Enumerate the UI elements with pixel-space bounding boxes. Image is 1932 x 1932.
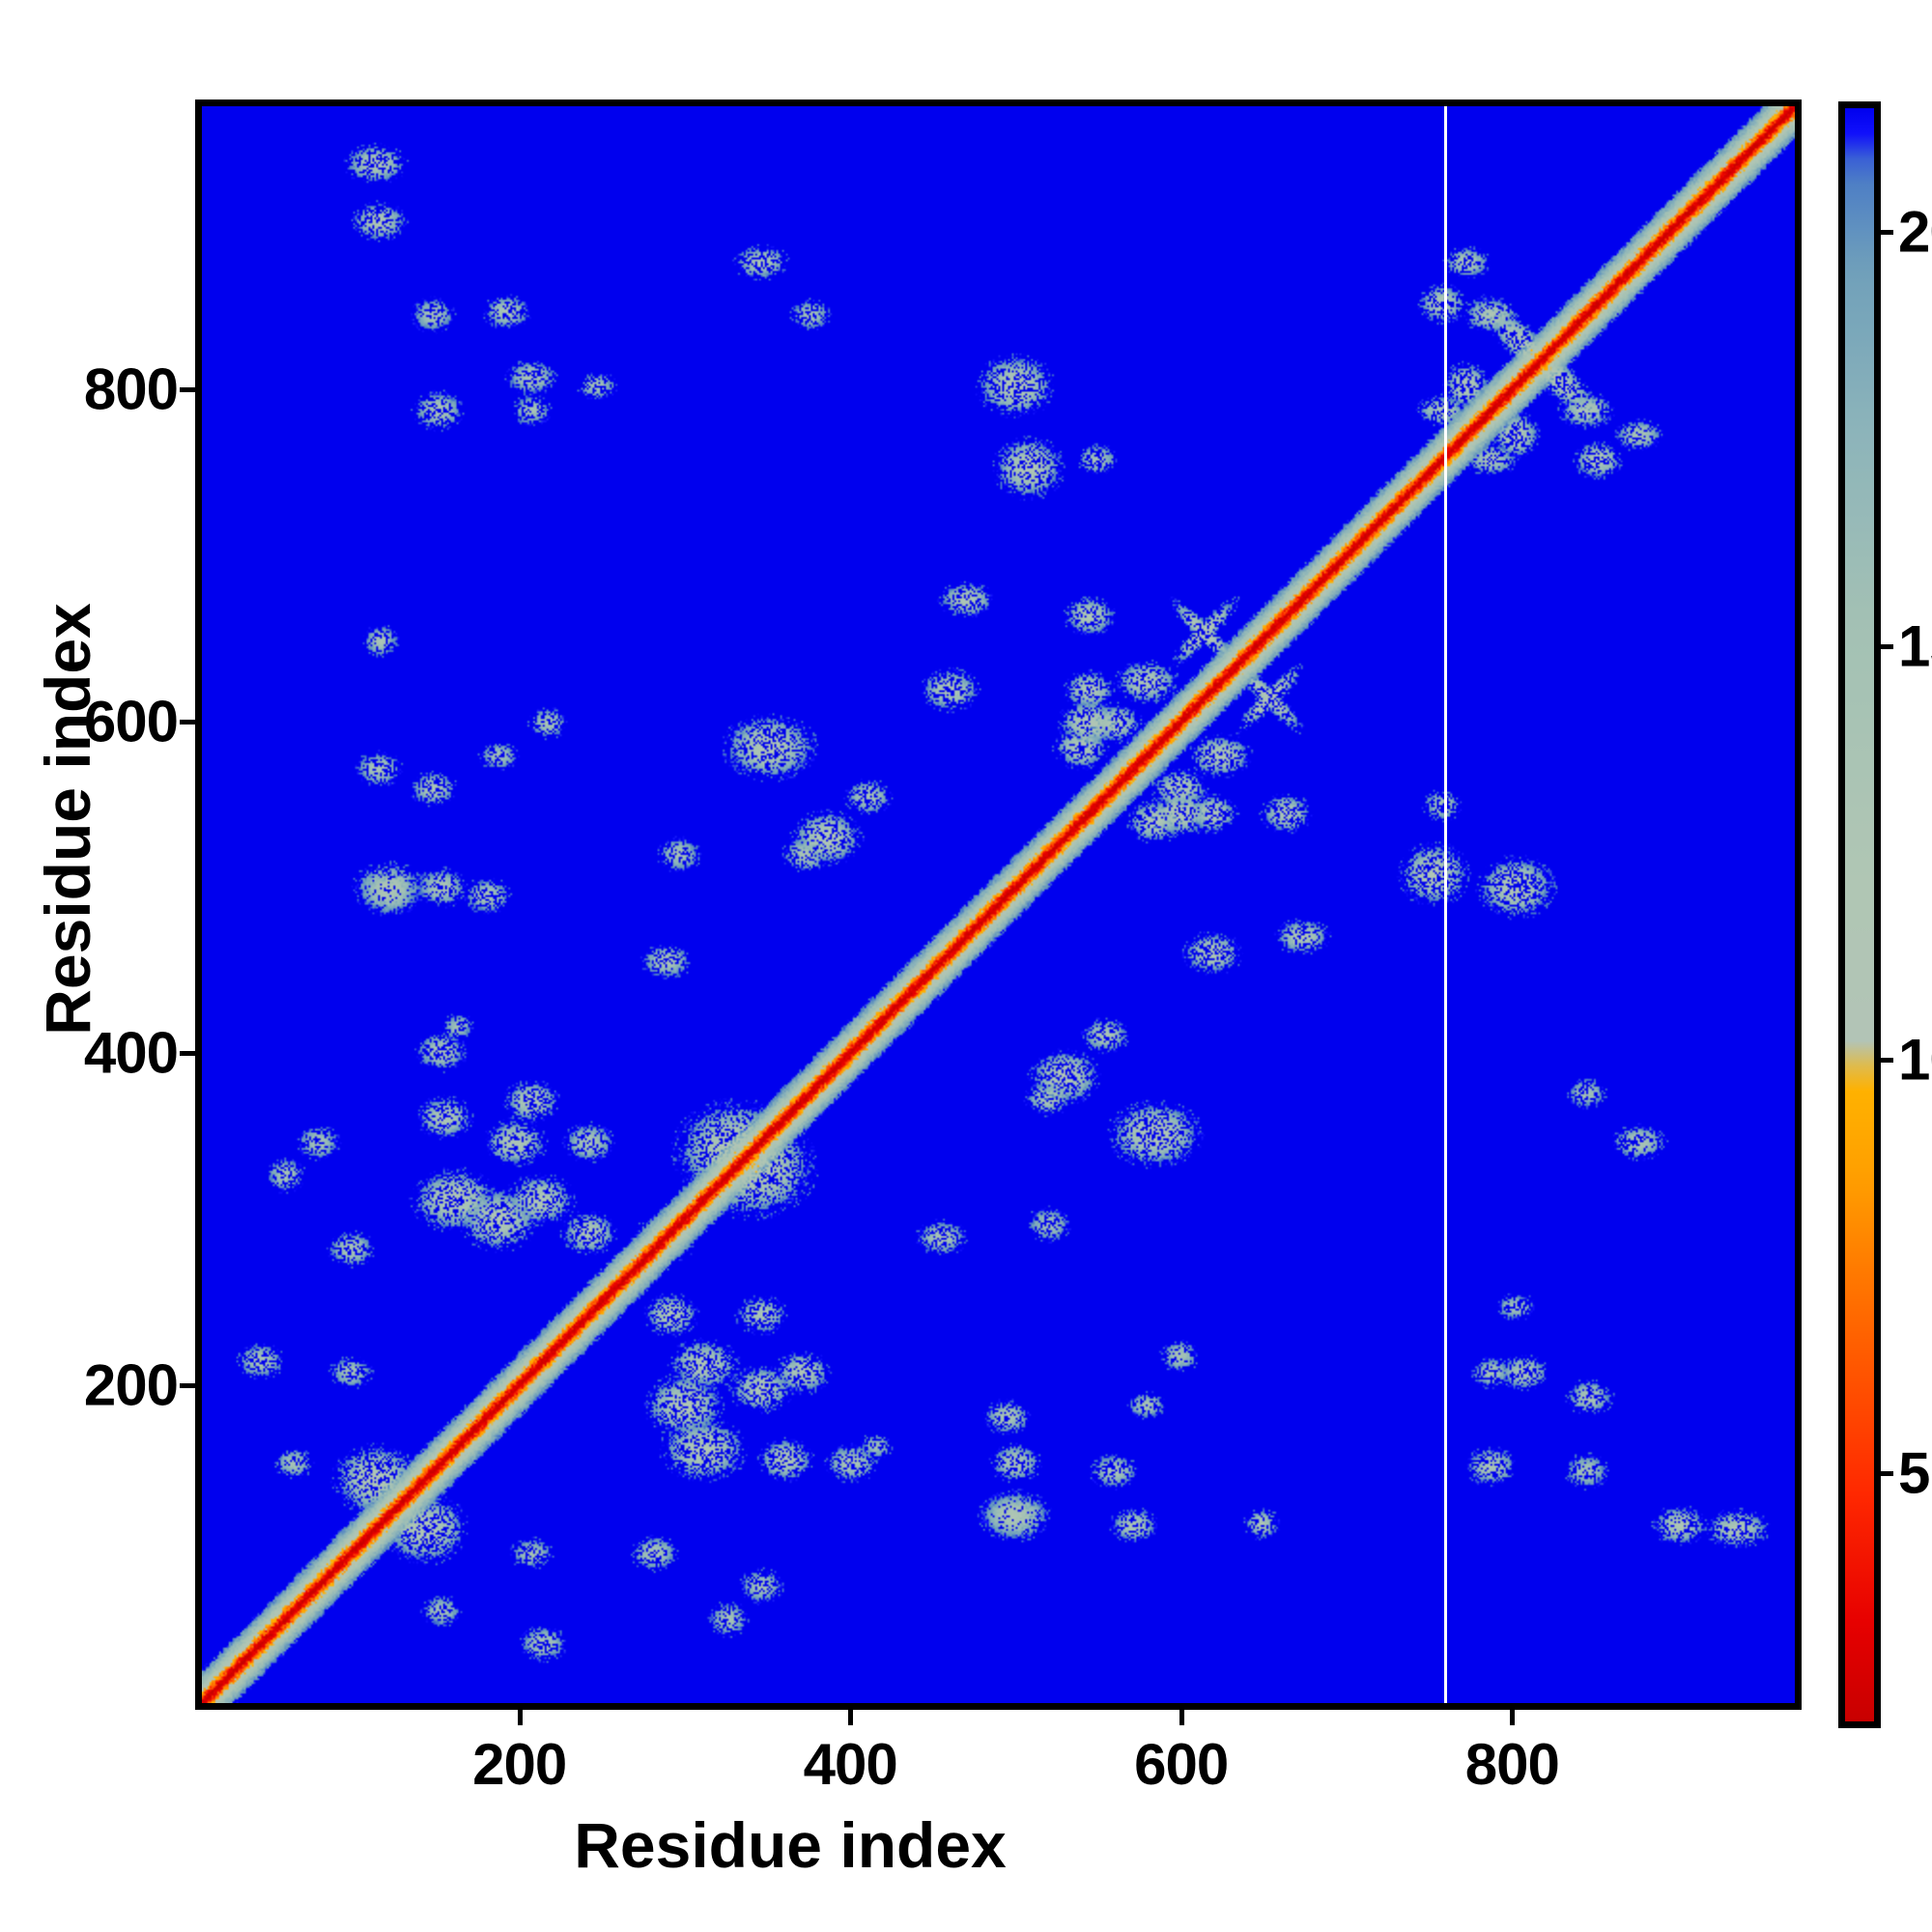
colorbar-tick-label: 20	[1898, 199, 1932, 265]
y-axis-title: Residue index	[32, 603, 103, 1036]
colorbar-tick-label: 10	[1898, 1027, 1932, 1093]
x-axis-title: Residue index	[0, 1808, 1932, 1882]
y-tick-label: 800	[83, 356, 179, 422]
y-tick-label: 400	[83, 1020, 179, 1086]
x-tick-label: 400	[803, 1732, 898, 1797]
heatmap-canvas	[202, 106, 1795, 1703]
colorbar-tick	[1881, 643, 1893, 649]
x-tick-label: 600	[1134, 1732, 1229, 1797]
colorbar-tick	[1881, 230, 1893, 236]
y-tick	[180, 387, 195, 393]
colorbar-tick	[1881, 1471, 1893, 1477]
x-tick	[848, 1710, 854, 1725]
distance-map-plot	[195, 99, 1802, 1710]
x-tick	[517, 1710, 523, 1725]
colorbar-tick-label: 15	[1898, 613, 1932, 679]
domain-divider-line	[1444, 106, 1448, 1703]
x-axis-title-text: Residue index	[574, 1809, 1007, 1881]
x-tick	[1179, 1710, 1184, 1725]
x-tick-label: 200	[472, 1732, 567, 1797]
colorbar: 5 10 15 20	[1838, 101, 1932, 1728]
y-tick	[180, 1051, 195, 1057]
colorbar-tick	[1881, 1057, 1893, 1063]
x-tick	[1510, 1710, 1516, 1725]
x-tick-label: 800	[1464, 1732, 1560, 1797]
colorbar-gradient	[1845, 108, 1874, 1721]
y-tick-label: 200	[83, 1352, 179, 1417]
y-tick-label: 600	[83, 689, 179, 754]
y-tick	[180, 719, 195, 724]
y-tick	[180, 1382, 195, 1388]
colorbar-tick-label: 5	[1898, 1440, 1930, 1506]
colorbar-frame	[1838, 101, 1881, 1728]
